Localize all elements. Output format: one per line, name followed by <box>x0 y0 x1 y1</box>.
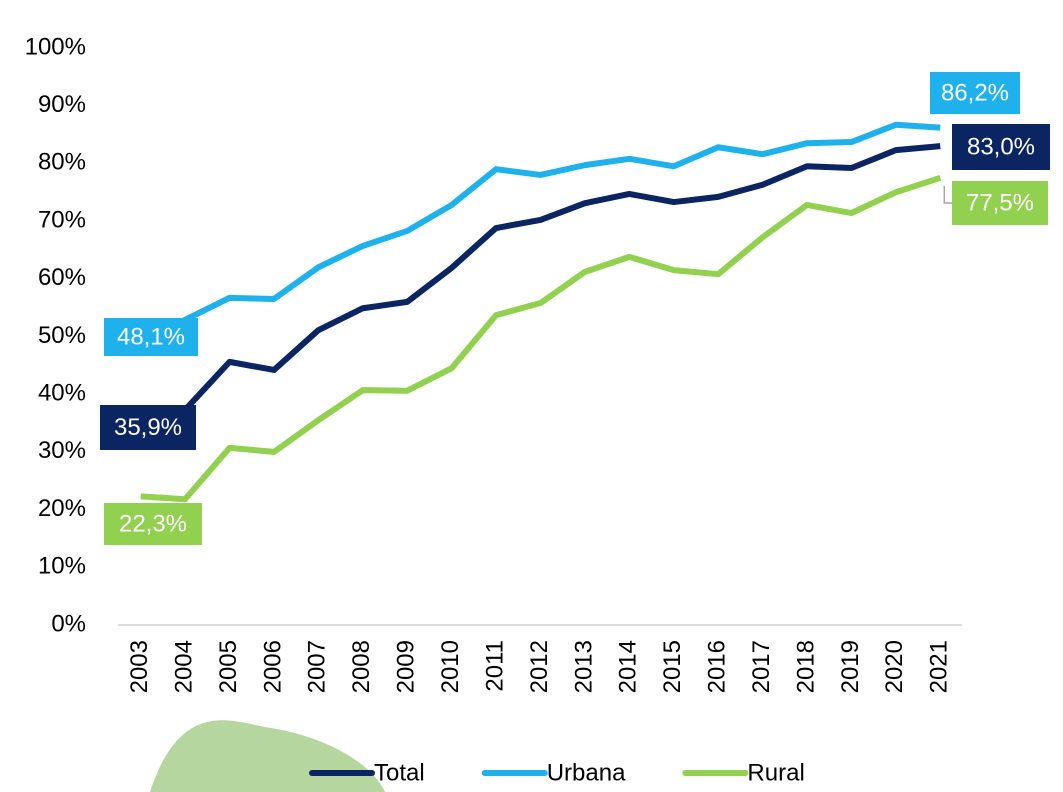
x-tick: 2005 <box>215 640 242 693</box>
data-label-box <box>104 318 198 356</box>
y-tick-label: 60% <box>38 264 86 291</box>
data-label-box <box>100 405 196 450</box>
x-tick: 2012 <box>526 640 553 693</box>
data-label: 48,1% <box>117 323 185 350</box>
x-tick: 2020 <box>881 640 908 693</box>
x-tick-label: 2005 <box>215 640 242 693</box>
x-tick: 2016 <box>704 640 731 693</box>
x-tick-label: 2003 <box>126 640 153 693</box>
x-tick: 2003 <box>126 640 153 693</box>
x-tick: 2017 <box>748 640 775 693</box>
y-tick-label: 70% <box>38 206 86 233</box>
decoration <box>150 720 385 792</box>
x-tick: 2004 <box>170 640 197 693</box>
x-tick-label: 2006 <box>259 640 286 693</box>
y-tick-label: 30% <box>38 437 86 464</box>
data-label: 22,3% <box>119 510 187 537</box>
x-tick-label: 2007 <box>304 640 331 693</box>
line-series <box>139 121 941 351</box>
x-tick: 2006 <box>259 640 286 693</box>
legend-label: Rural <box>747 759 804 786</box>
y-tick-label: 10% <box>38 553 86 580</box>
x-tick-label: 2015 <box>659 640 686 693</box>
legend-label: Urbana <box>547 759 626 786</box>
x-tick-label: 2012 <box>526 640 553 693</box>
x-tick: 2015 <box>659 640 686 693</box>
x-tick-label: 2011 <box>481 640 508 692</box>
x-tick: 2021 <box>926 640 953 693</box>
x-tick: 2010 <box>437 640 464 693</box>
x-tick-label: 2017 <box>748 640 775 693</box>
data-label: 35,9% <box>114 414 182 441</box>
y-tick-label: 100% <box>25 33 86 60</box>
x-tick-label: 2008 <box>348 640 375 693</box>
x-tick-label: 2020 <box>881 640 908 693</box>
x-tick: 2014 <box>615 640 642 693</box>
x-tick: 2007 <box>304 640 331 693</box>
x-tick: 2009 <box>393 640 420 693</box>
y-tick-label: 0% <box>51 610 86 637</box>
x-tick: 2018 <box>792 640 819 693</box>
data-label: 86,2% <box>941 79 1009 106</box>
x-tick-label: 2016 <box>704 640 731 693</box>
y-tick-label: 20% <box>38 495 86 522</box>
x-tick: 2019 <box>837 640 864 693</box>
data-label-box <box>930 72 1020 114</box>
y-tick-label: 40% <box>38 380 86 407</box>
legend-label: Total <box>374 759 425 786</box>
leader-line <box>943 185 952 204</box>
data-label: 83,0% <box>967 133 1035 160</box>
line-series <box>140 174 942 503</box>
data-label-box <box>952 181 1048 225</box>
x-tick-label: 2004 <box>170 640 197 693</box>
y-tick-label: 90% <box>38 91 86 118</box>
data-label: 77,5% <box>966 189 1034 216</box>
data-label-box <box>952 124 1050 170</box>
x-tick-label: 2021 <box>926 640 953 693</box>
x-tick-label: 2014 <box>615 640 642 693</box>
line-series <box>140 143 941 421</box>
x-tick-label: 2010 <box>437 640 464 693</box>
y-tick-label: 50% <box>38 322 86 349</box>
x-tick: 2008 <box>348 640 375 693</box>
x-tick: 2011 <box>481 640 508 692</box>
x-tick-label: 2018 <box>792 640 819 693</box>
y-tick-label: 80% <box>38 149 86 176</box>
x-tick-label: 2009 <box>393 640 420 693</box>
x-tick: 2013 <box>570 640 597 693</box>
data-label-box <box>104 503 202 545</box>
x-tick-label: 2019 <box>837 640 864 693</box>
x-tick-label: 2013 <box>570 640 597 693</box>
